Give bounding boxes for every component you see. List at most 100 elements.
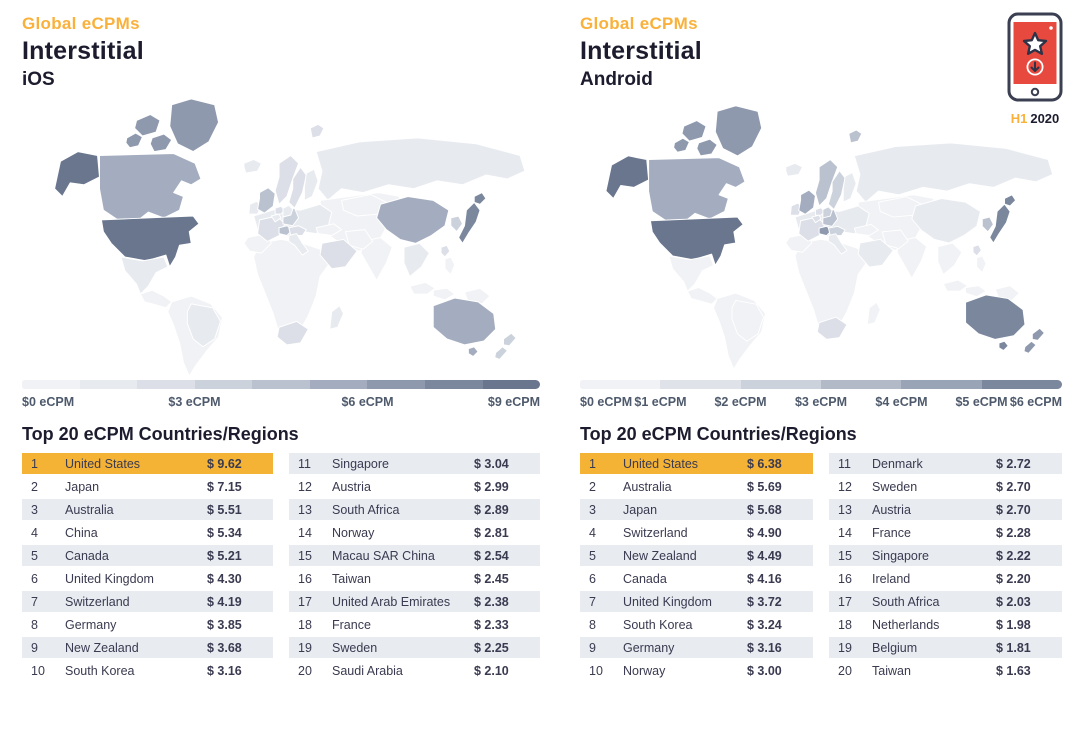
country-cell: South Africa [332,502,400,517]
legend-segment [660,380,741,389]
country-cell: Japan [65,479,100,494]
country-cell: France [332,617,371,632]
country-svalbard [309,123,325,139]
legend-segment [137,380,195,389]
country-cell: New Zealand [65,640,139,655]
country-cell: Ireland [872,571,911,586]
country-arctic2 [149,133,173,153]
platform-label: iOS [22,69,55,90]
country-cell: Switzerland [65,594,130,609]
value-cell: $ 5.68 [747,502,782,517]
country-russia [315,137,526,201]
value-cell: $ 1.81 [996,640,1031,655]
rank-cell: 5 [589,548,596,563]
table-row: 19 Sweden $ 2.25 [289,637,540,658]
report-badge: H1 2020 [1004,12,1066,126]
country-japan_main [458,201,481,244]
table-row: 5 Canada $ 5.21 [22,545,273,566]
value-cell: $ 3.00 [747,663,782,678]
country-canada [99,153,202,223]
table-row: 12 Sweden $ 2.70 [829,476,1062,497]
panel-android: Global eCPMs Interstitial Android $0 eCP… [580,14,1062,681]
legend-segment [252,380,310,389]
table-row: 2 Australia $ 5.69 [580,476,813,497]
country-china [376,196,450,244]
table-row: 3 Japan $ 5.68 [580,499,813,520]
table-row: 12 Austria $ 2.99 [289,476,540,497]
country-cell: New Zealand [623,548,697,563]
country-australia [965,294,1026,340]
eyebrow-title: Global eCPMs [22,14,140,33]
country-italy [288,233,309,256]
country-denmark [282,204,294,218]
panel-ios: Global eCPMs Interstitial iOS $0 eCPM $3 … [22,14,540,681]
legend-label: $3 eCPM [794,395,848,409]
table-row: 8 Germany $ 3.85 [22,614,273,635]
table-section-title: Top 20 eCPM Countries/Regions [22,424,299,444]
legend-label: $0 eCPM [22,395,75,409]
rank-cell: 4 [31,525,38,540]
rank-cell: 1 [31,456,38,471]
country-brazil [731,299,764,342]
country-japan_hokkaido [473,192,487,205]
rank-cell: 18 [838,617,852,632]
country-cell: Taiwan [872,663,911,678]
table-row: 16 Taiwan $ 2.45 [289,568,540,589]
table-row: 9 Germany $ 3.16 [580,637,813,658]
table-row: 6 Canada $ 4.16 [580,568,813,589]
half-label: H1 [1010,111,1028,126]
rank-cell: 2 [31,479,38,494]
country-usa [649,216,744,266]
country-cell: Norway [332,525,375,540]
country-cell: Japan [623,502,658,517]
country-cell: Singapore [872,548,929,563]
value-cell: $ 2.70 [996,479,1031,494]
value-cell: $ 6.38 [747,456,782,471]
country-austria [827,225,846,237]
value-cell: $ 3.68 [207,640,242,655]
country-cell: South Africa [872,594,940,609]
rank-cell: 1 [589,456,596,471]
choropleth-map-android [605,105,1054,370]
rank-cell: 17 [298,594,312,609]
rank-cell: 3 [31,502,38,517]
country-sweden [827,170,846,211]
country-cell: United States [623,456,699,471]
legend-label: $9 eCPM [487,395,540,409]
country-cell: United Arab Emirates [332,594,451,609]
value-cell: $ 2.28 [996,525,1031,540]
panel-title: Interstitial [580,37,702,65]
value-cell: $ 2.10 [474,663,509,678]
country-camerica [687,287,718,305]
country-greenland [714,105,763,157]
country-madagascar [866,301,881,326]
country-belgium [270,213,282,223]
country-cell: Canada [623,571,667,586]
table-row: 15 Macau SAR China $ 2.54 [289,545,540,566]
value-cell: $ 2.45 [474,571,509,586]
rank-table-11-20: 11 Singapore $ 3.04 12 Austria $ 2.99 13 South … [289,453,540,681]
country-philippines [444,256,456,276]
country-iran [344,229,374,250]
rank-cell: 6 [31,571,38,586]
country-indo1 [409,281,436,295]
country-sea [403,242,430,277]
value-cell: $ 1.63 [996,663,1031,678]
country-arctic1 [681,120,707,142]
legend-segment [820,380,902,389]
table-row: 14 France $ 2.28 [829,522,1062,543]
download-circle-icon [1026,58,1044,76]
table-row: 18 France $ 2.33 [289,614,540,635]
country-cell: Norway [623,663,666,678]
table-row: 10 South Korea $ 3.16 [22,660,273,681]
table-row: 3 Australia $ 5.51 [22,499,273,520]
country-cell: Singapore [332,456,389,471]
country-madagascar [329,305,344,330]
country-iceland [785,162,803,177]
table-row: 16 Ireland $ 2.20 [829,568,1062,589]
country-brazil [186,303,221,348]
country-alaska [605,155,650,199]
country-taiwan [972,244,982,257]
country-india [360,236,393,281]
